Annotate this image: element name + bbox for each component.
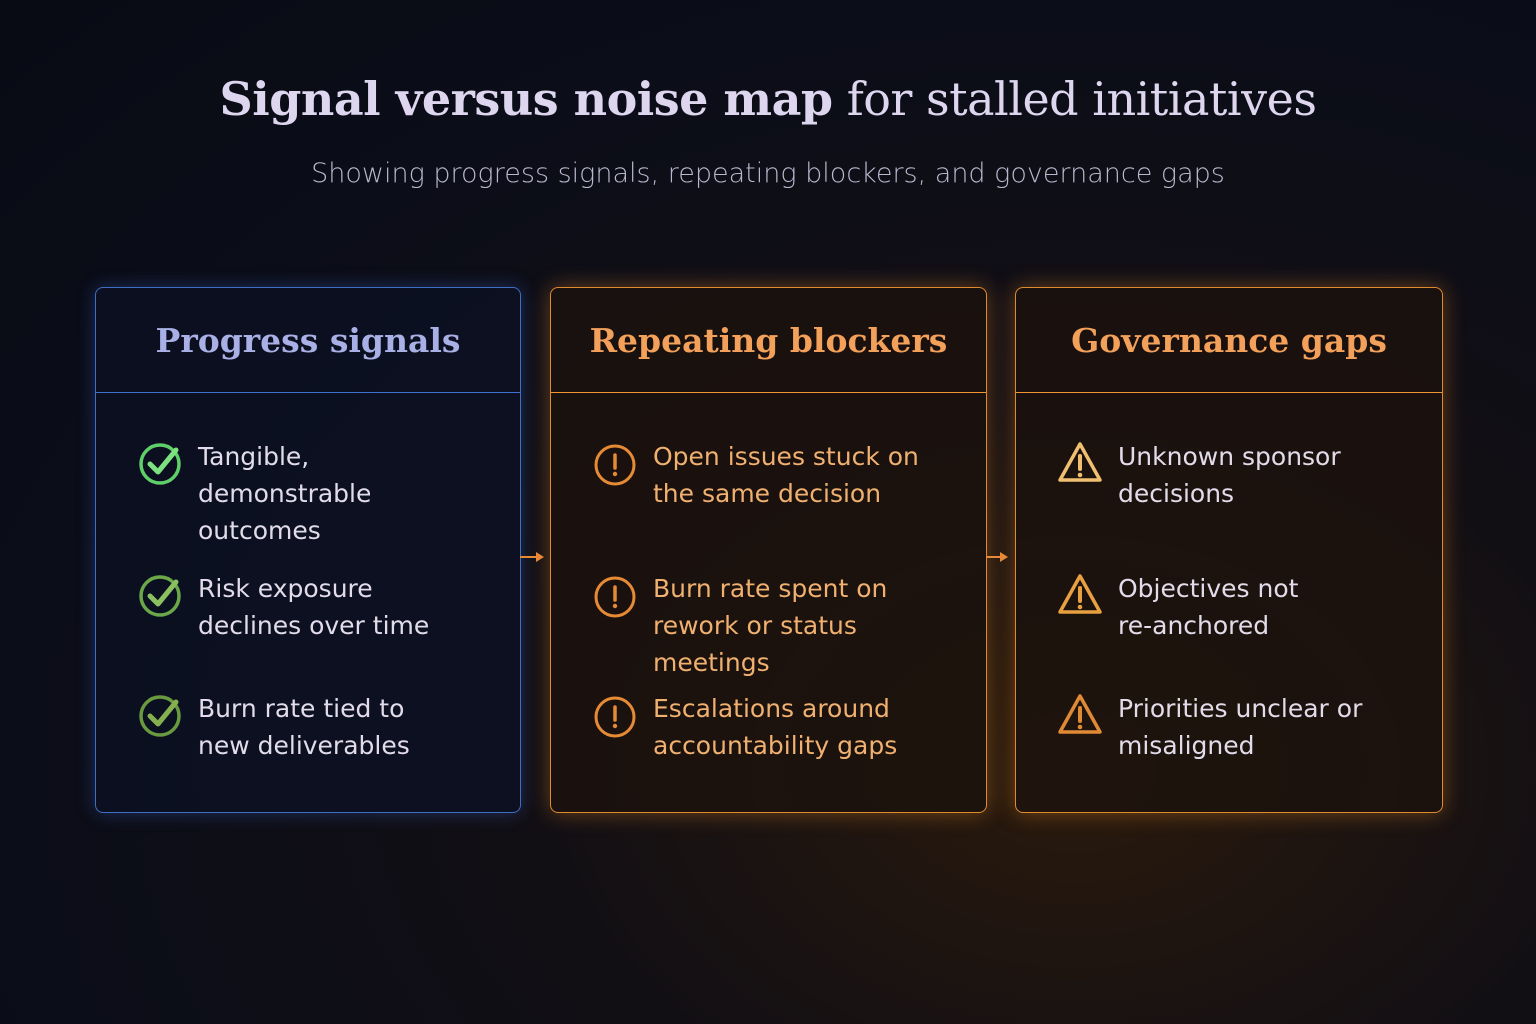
exclamation-circle-icon: [594, 444, 636, 486]
page-subtitle: Showing progress signals, repeating bloc…: [311, 158, 1225, 189]
check-circle-icon: [139, 695, 181, 737]
list-item: Priorities unclear or misaligned: [1056, 690, 1422, 764]
list-item: Open issues stuck on the same decision: [591, 438, 966, 512]
list-item: Tangible, demonstrable outcomes: [136, 438, 500, 549]
list-item: Risk exposure declines over time: [136, 570, 500, 644]
warning-triangle-icon: [1058, 574, 1102, 614]
exclamation-circle-icon: [594, 696, 636, 738]
arrow-right-icon: [986, 552, 1008, 562]
panel-progress-signals: Progress signals Tangible, demonstrable …: [95, 287, 521, 813]
arrow-right-icon: [520, 552, 544, 562]
title-regular: for stalled initiatives: [846, 72, 1317, 126]
panel-repeating-blockers: Repeating blockers Open issues stuck on …: [550, 287, 987, 813]
list-item: Unknown sponsor decisions: [1056, 438, 1422, 512]
exclamation-circle-icon: [594, 576, 636, 618]
warning-triangle-icon: [1058, 694, 1102, 734]
list-item: Burn rate spent on rework or status meet…: [591, 570, 966, 681]
panel-heading: Progress signals: [96, 288, 520, 393]
list-item: Escalations around accountability gaps: [591, 690, 966, 764]
check-circle-icon: [139, 575, 181, 617]
list-item: Objectives not re-anchored: [1056, 570, 1422, 644]
warning-triangle-icon: [1058, 442, 1102, 482]
panel-heading: Repeating blockers: [551, 288, 986, 393]
title-bold: Signal versus noise map: [219, 72, 834, 126]
list-item: Burn rate tied to new deliverables: [136, 690, 500, 764]
panel-governance-gaps: Governance gaps Unknown sponsor decision…: [1015, 287, 1443, 813]
check-circle-icon: [139, 443, 181, 485]
panel-heading: Governance gaps: [1016, 288, 1442, 393]
page-title: Signal versus noise map for stalled init…: [0, 72, 1536, 126]
